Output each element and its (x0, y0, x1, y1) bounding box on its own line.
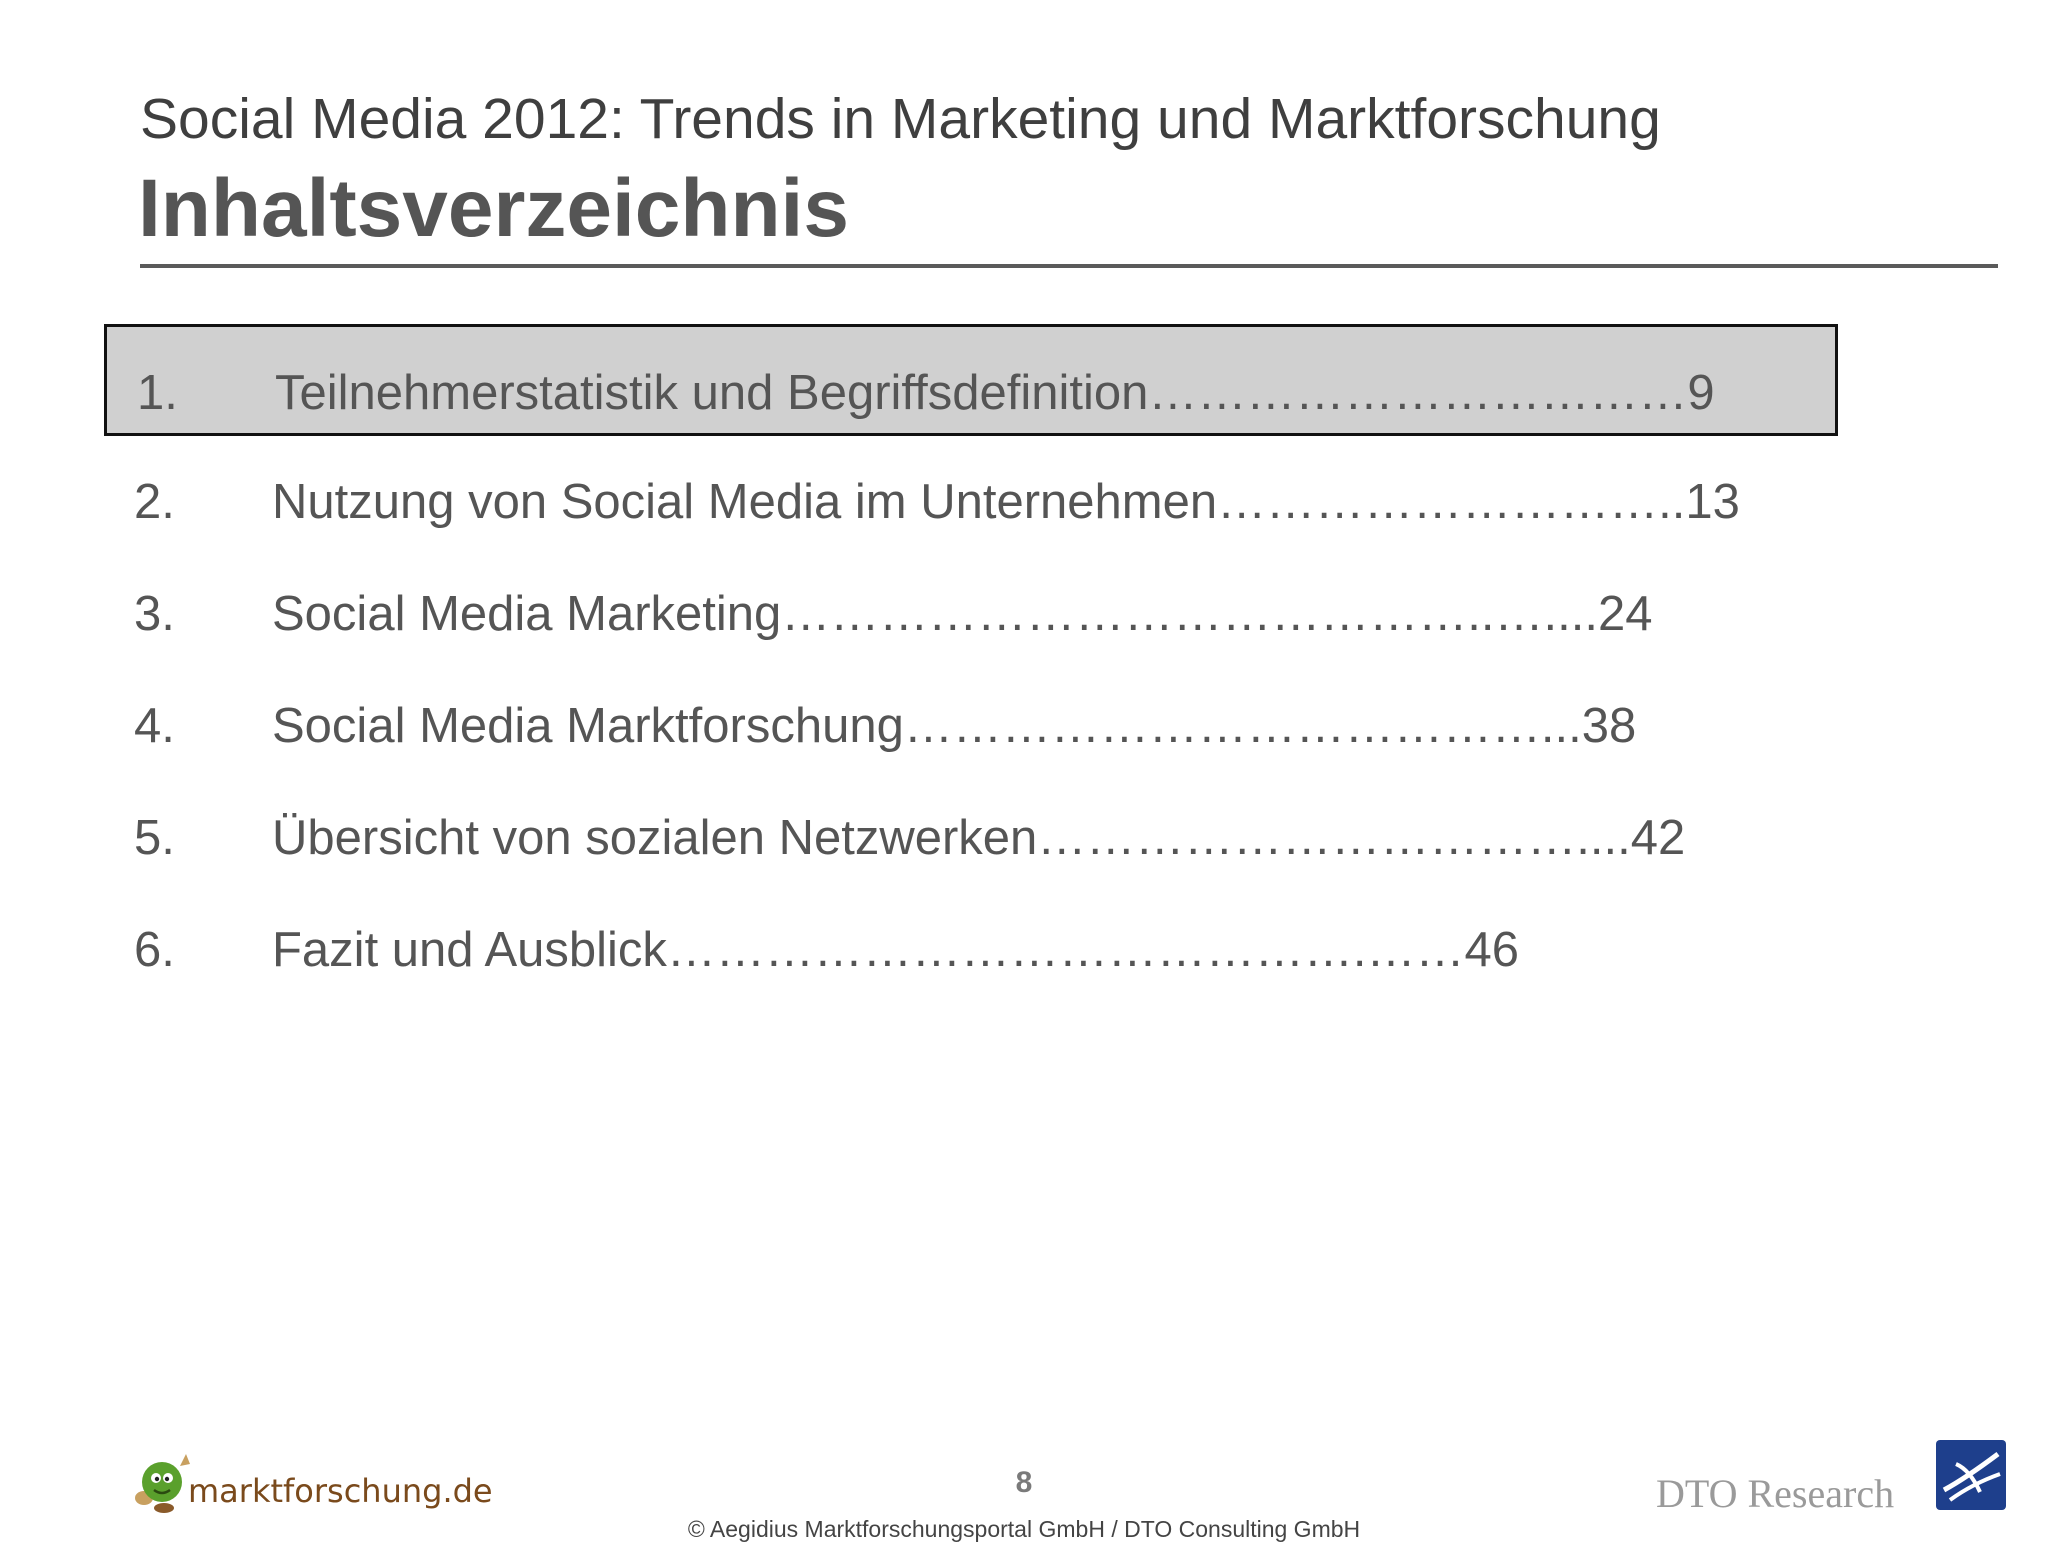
toc-item-number: 4. (134, 699, 175, 753)
toc-item-entry: Fazit und Ausblick…………………………………….……46 (272, 922, 1519, 978)
toc-item-dots: …………………………………….…… (666, 923, 1465, 977)
toc-item-4[interactable]: 4. Social Media Marktforschung…………………………… (104, 660, 1838, 772)
toc-item-entry: Social Media Marketing……………………………………..….… (272, 586, 1653, 642)
toc-item-dots: ……………………………………..….... (781, 587, 1598, 641)
toc-item-3[interactable]: 3. Social Media Marketing…………………………………….… (104, 548, 1838, 660)
slide-title: Inhaltsverzeichnis (138, 163, 849, 254)
toc-item-page: 13 (1685, 475, 1740, 529)
dto-swoosh-icon (1936, 1440, 2006, 1510)
toc-item-number: 1. (137, 366, 178, 420)
toc-item-number: 6. (134, 923, 175, 977)
toc-item-page: 24 (1597, 587, 1653, 641)
toc-item-label: Social Media Marketing (272, 587, 782, 641)
toc-item-label: Fazit und Ausblick (272, 923, 667, 977)
green-mascot-icon (135, 1454, 190, 1513)
toc-item-dots: …………………………….... (1037, 811, 1631, 865)
toc-item-entry: Nutzung von Social Media im Unternehmen…… (272, 474, 1740, 530)
toc-item-dots: …………………………………... (903, 699, 1582, 753)
table-of-contents: 1. Teilnehmerstatistik und Begriffsdefin… (104, 324, 1838, 996)
toc-item-page: 9 (1687, 366, 1715, 420)
toc-item-number: 2. (134, 475, 175, 529)
slide-subtitle: Social Media 2012: Trends in Marketing u… (140, 87, 1661, 151)
toc-item-dots: ……………………….. (1217, 475, 1686, 529)
toc-item-entry: Teilnehmerstatistik und Begriffsdefiniti… (275, 365, 1715, 421)
toc-item-entry: Social Media Marktforschung…………………………………… (272, 698, 1636, 754)
toc-item-2[interactable]: 2. Nutzung von Social Media im Unternehm… (104, 436, 1838, 548)
toc-item-number: 3. (134, 587, 175, 641)
toc-item-6[interactable]: 6. Fazit und Ausblick…………………………………….……46 (104, 884, 1838, 996)
copyright-notice: © Aegidius Marktforschungsportal GmbH / … (687, 1516, 1361, 1542)
toc-item-label: Nutzung von Social Media im Unternehmen (272, 475, 1218, 529)
toc-item-label: Social Media Marktforschung (272, 699, 904, 753)
toc-item-entry: Übersicht von sozialen Netzwerken…………………… (272, 810, 1685, 866)
toc-item-dots: …………………………… (1148, 366, 1688, 420)
page-number: 8 (1015, 1466, 1033, 1499)
toc-item-page: 42 (1630, 811, 1686, 865)
dto-research-logo-text: DTO Research (1656, 1471, 1895, 1516)
toc-item-page: 46 (1464, 923, 1520, 977)
dto-research-logo: DTO Research (1656, 1440, 2006, 1520)
title-divider (140, 264, 1998, 268)
toc-item-number: 5. (134, 811, 175, 865)
marktforschung-logo: marktforschung.de (128, 1446, 493, 1516)
marktforschung-logo-text: marktforschung.de (188, 1472, 493, 1510)
toc-item-label: Teilnehmerstatistik und Begriffsdefiniti… (275, 366, 1149, 420)
toc-item-label: Übersicht von sozialen Netzwerken (272, 811, 1038, 865)
toc-item-page: 38 (1581, 699, 1637, 753)
toc-item-1[interactable]: 1. Teilnehmerstatistik und Begriffsdefin… (104, 324, 1838, 436)
toc-item-5[interactable]: 5. Übersicht von sozialen Netzwerken…………… (104, 772, 1838, 884)
